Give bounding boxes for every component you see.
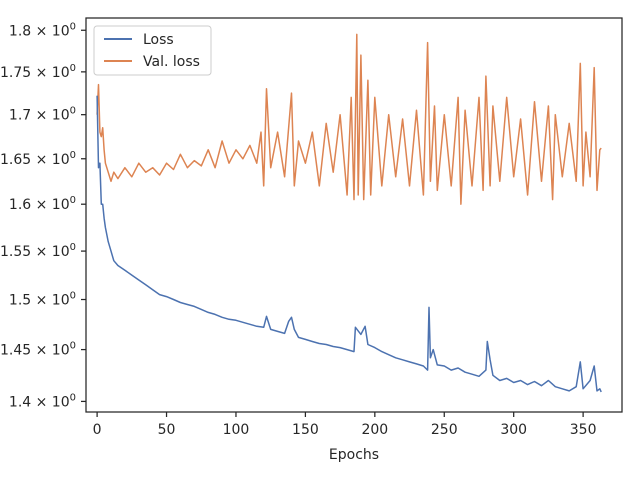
y-tick-label: 1.8 × 100 bbox=[9, 21, 76, 39]
plot-area-frame bbox=[85, 17, 623, 413]
legend-label-val-loss: Val. loss bbox=[143, 54, 200, 70]
x-tick-label: 200 bbox=[361, 422, 388, 438]
x-tick-label: 300 bbox=[500, 422, 527, 438]
legend: Loss Val. loss bbox=[93, 25, 212, 76]
y-tick-label: 1.45 × 100 bbox=[0, 341, 76, 359]
y-tick-label: 1.65 × 100 bbox=[0, 150, 76, 168]
y-tick-label: 1.5 × 100 bbox=[9, 291, 76, 309]
x-tick-label: 250 bbox=[431, 422, 458, 438]
y-tick-label: 1.6 × 100 bbox=[9, 195, 76, 213]
x-tick-label: 100 bbox=[223, 422, 250, 438]
series-line-val-loss bbox=[96, 33, 602, 205]
y-tick-label: 1.75 × 100 bbox=[0, 63, 76, 81]
y-tick-label: 1.4 × 100 bbox=[9, 392, 76, 410]
y-axis-ticks: 1.4 × 100 1.45 × 100 1.5 × 100 1.55 × 100 1.… bbox=[0, 21, 86, 410]
x-tick-label: 150 bbox=[292, 422, 319, 438]
x-axis-ticks: 0 50 100 150 200 250 300 350 bbox=[93, 412, 597, 438]
y-tick-label: 1.55 × 100 bbox=[0, 242, 76, 260]
x-tick-label: 50 bbox=[158, 422, 176, 438]
y-tick-label: 1.7 × 100 bbox=[9, 106, 76, 124]
series-layer bbox=[96, 33, 602, 393]
x-axis-label: Epochs bbox=[329, 447, 379, 463]
x-tick-label: 0 bbox=[93, 422, 102, 438]
series-line-loss bbox=[96, 95, 602, 393]
legend-label-loss: Loss bbox=[143, 32, 174, 48]
x-tick-label: 350 bbox=[570, 422, 597, 438]
